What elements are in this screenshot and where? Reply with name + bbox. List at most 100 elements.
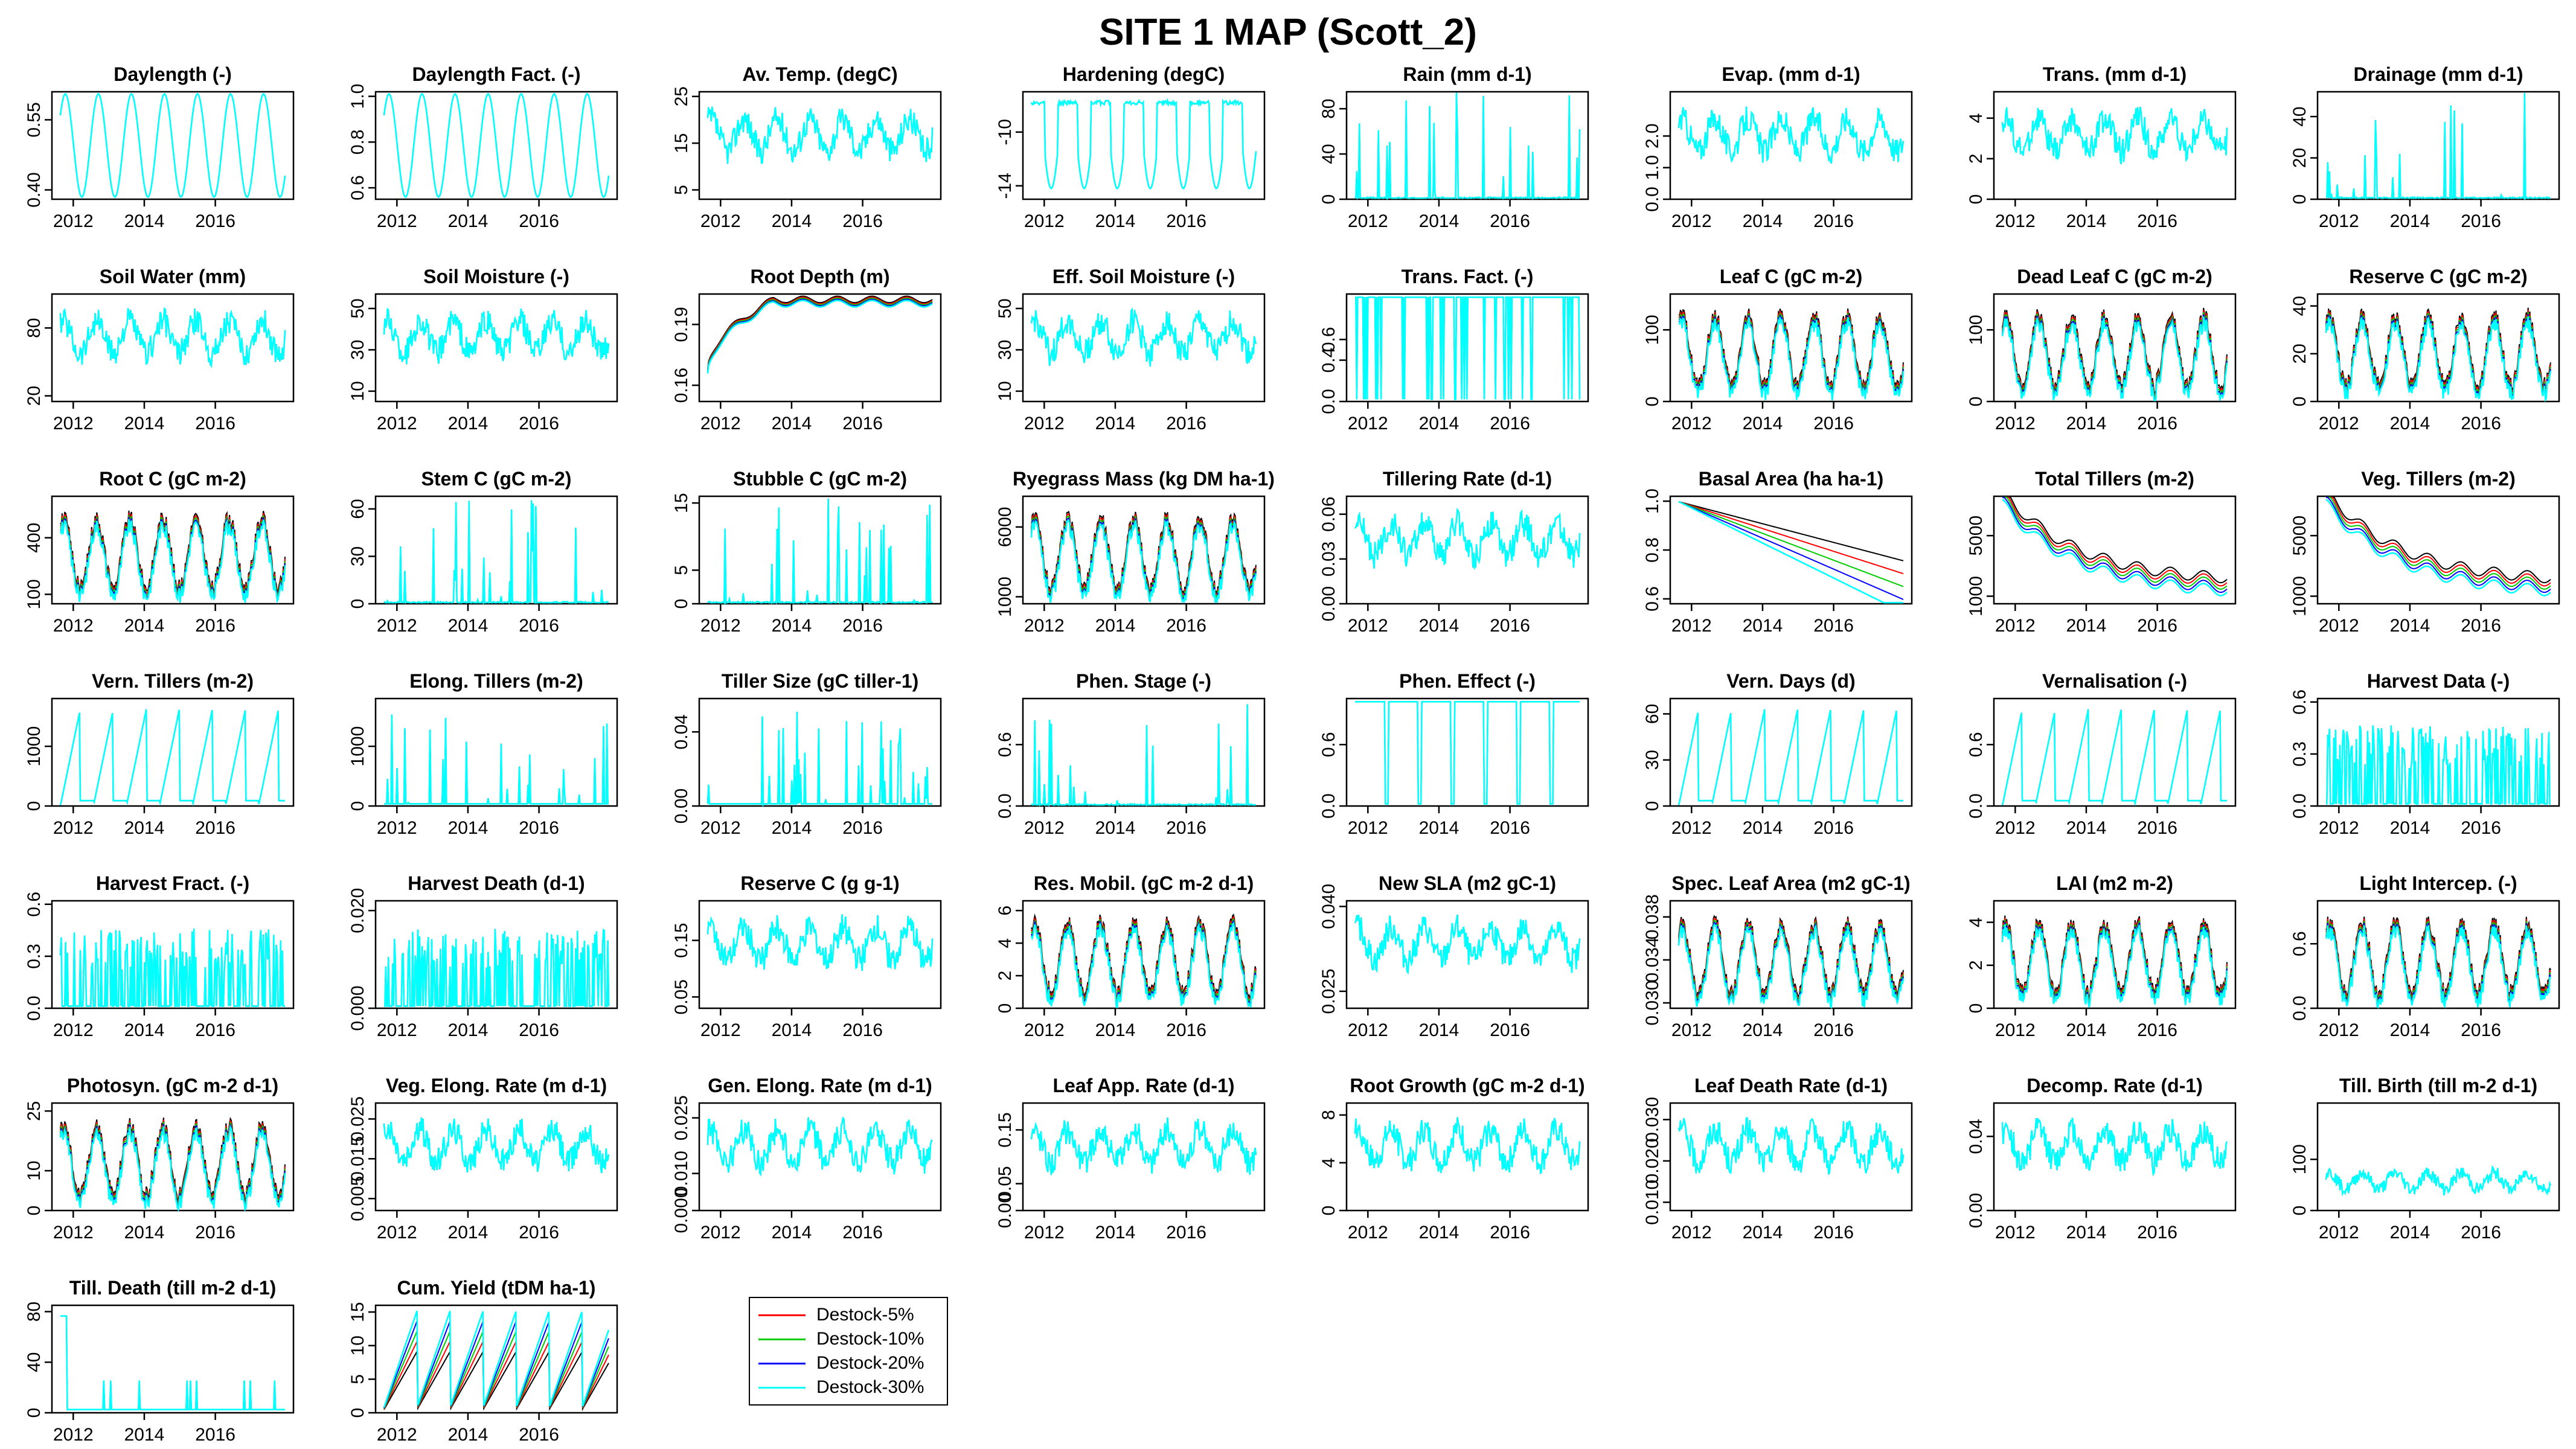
plot-frame bbox=[1993, 495, 2237, 605]
subplot: Tiller Size (gC tiller-1) 2012 2014 2016 0.0… bbox=[671, 670, 942, 838]
plot-frame bbox=[374, 1304, 618, 1414]
y-tick-label: 0.3 bbox=[24, 944, 44, 969]
series-line bbox=[2002, 709, 2227, 806]
x-tick-label: 2016 bbox=[1166, 818, 1206, 838]
series-line bbox=[706, 299, 933, 374]
series-line bbox=[1678, 501, 1903, 604]
subplot: Stubble C (gC m-2) 2012 2014 2016 0 5 15 bbox=[671, 468, 942, 636]
series-line bbox=[2002, 709, 2227, 806]
subplot: Tillering Rate (d-1) 2012 2014 2016 0.00 0.03… bbox=[1319, 468, 1589, 636]
y-tick-label: 40 bbox=[2290, 296, 2310, 316]
y-tick-label: 0.04 bbox=[1966, 1119, 1986, 1154]
subplot: Root Depth (m) 2012 2014 2016 0.16 0.19 bbox=[671, 266, 942, 433]
plot-frame bbox=[374, 293, 618, 403]
subplot: Reserve C (gC m-2) 2012 2014 2016 0 20 40 bbox=[2290, 266, 2560, 433]
legend: Destock-5% Destock-10% Destock-20% Desto… bbox=[749, 1297, 948, 1406]
subplot: Stem C (gC m-2) 2012 2014 2016 0 30 60 bbox=[348, 468, 618, 636]
x-tick-label: 2014 bbox=[2066, 818, 2107, 838]
x-tick-label: 2012 bbox=[1995, 1020, 2036, 1040]
subplot-title: Leaf C (gC m-2) bbox=[1720, 266, 1862, 287]
x-tick-label: 2016 bbox=[195, 818, 235, 838]
series-line bbox=[706, 914, 934, 971]
y-tick-label: 5000 bbox=[1966, 516, 1986, 556]
y-tick-label: 0.40 bbox=[24, 172, 44, 207]
x-tick-label: 2012 bbox=[1995, 1223, 2036, 1243]
series-line bbox=[383, 307, 610, 365]
x-tick-label: 2016 bbox=[1813, 818, 1854, 838]
y-tick-label: 0 bbox=[995, 1003, 1015, 1014]
x-tick-label: 2014 bbox=[1095, 818, 1136, 838]
series-line bbox=[707, 499, 933, 605]
legend-label: Destock-10% bbox=[816, 1329, 924, 1349]
x-tick-label: 2014 bbox=[1419, 211, 1459, 231]
series-line bbox=[2325, 924, 2552, 1009]
subplot-title: Harvest Death (d-1) bbox=[408, 872, 585, 894]
y-tick-label: 20 bbox=[2290, 148, 2310, 168]
series-line bbox=[383, 500, 609, 605]
series-line bbox=[1030, 97, 1257, 190]
series-line bbox=[1030, 1118, 1257, 1176]
y-tick-label: 0.3 bbox=[2290, 741, 2310, 767]
x-tick-label: 2016 bbox=[842, 1223, 883, 1243]
y-tick-label: 30 bbox=[348, 546, 368, 566]
x-tick-label: 2014 bbox=[1095, 1020, 1136, 1040]
x-tick-label: 2014 bbox=[1743, 818, 1783, 838]
subplot: Hardening (degC) 2012 2014 2016 -14 -10 bbox=[995, 63, 1266, 231]
x-tick-label: 2012 bbox=[700, 616, 741, 636]
legend-item: Destock-30% bbox=[750, 1375, 947, 1399]
plot-frame bbox=[1993, 1102, 2237, 1212]
x-tick-label: 2014 bbox=[124, 616, 165, 636]
x-tick-label: 2014 bbox=[772, 414, 812, 433]
subplot: Harvest Fract. (-) 2012 2014 2016 0.0 0.3 0.6 bbox=[24, 872, 295, 1040]
y-tick-label: 0.00 bbox=[1319, 586, 1339, 621]
subplot-title: Av. Temp. (degC) bbox=[742, 63, 897, 85]
x-tick-label: 2014 bbox=[1743, 616, 1783, 636]
y-tick-label: 0 bbox=[1642, 801, 1662, 811]
series-line bbox=[1354, 915, 1581, 975]
series-line bbox=[60, 510, 286, 595]
series-line bbox=[1678, 709, 1903, 806]
series-line bbox=[383, 1117, 610, 1173]
x-tick-label: 2014 bbox=[772, 1020, 812, 1040]
y-tick-label: 0.025 bbox=[348, 1096, 368, 1142]
x-tick-label: 2016 bbox=[1813, 1020, 1854, 1040]
x-tick-label: 2016 bbox=[195, 211, 235, 231]
x-tick-label: 2016 bbox=[842, 818, 883, 838]
subplot-title: Cum. Yield (tDM ha-1) bbox=[397, 1277, 596, 1299]
series-line bbox=[1354, 507, 1581, 570]
y-tick-label: 0.6 bbox=[995, 732, 1015, 757]
y-tick-label: 0.038 bbox=[1642, 894, 1662, 939]
y-tick-label: 0.00 bbox=[671, 788, 691, 824]
y-tick-label: 80 bbox=[1319, 98, 1339, 118]
plot-frame bbox=[374, 91, 618, 200]
x-tick-label: 2016 bbox=[519, 414, 559, 433]
subplot: Harvest Data (-) 2012 2014 2016 0.0 0.3 0.6 bbox=[2290, 670, 2560, 838]
subplot: Leaf C (gC m-2) 2012 2014 2016 0 100 bbox=[1642, 266, 1913, 433]
series-line bbox=[2326, 496, 2551, 593]
y-tick-label: 0 bbox=[348, 801, 368, 811]
y-tick-label: 0 bbox=[1966, 194, 1986, 205]
y-tick-label: 0 bbox=[2290, 397, 2310, 407]
y-tick-label: 30 bbox=[995, 340, 1015, 360]
subplot-title: Harvest Fract. (-) bbox=[96, 872, 249, 894]
subplot: Vern. Days (d) 2012 2014 2016 0 30 60 bbox=[1642, 670, 1913, 838]
y-tick-label: 0 bbox=[348, 1408, 368, 1418]
y-tick-label: 0.05 bbox=[671, 979, 691, 1014]
plot-frame bbox=[51, 900, 295, 1009]
x-tick-label: 2014 bbox=[2390, 616, 2430, 636]
subplot: Till. Birth (till m-2 d-1) 2012 2014 2016 0 1… bbox=[2290, 1075, 2560, 1243]
x-tick-label: 2012 bbox=[2319, 1020, 2359, 1040]
series-line bbox=[1354, 1117, 1581, 1174]
x-tick-label: 2012 bbox=[1348, 1223, 1388, 1243]
plot-frame bbox=[1669, 1102, 1913, 1212]
subplot-title: Vern. Tillers (m-2) bbox=[92, 670, 254, 692]
plot-frame bbox=[1345, 495, 1589, 605]
x-tick-label: 2016 bbox=[1166, 1020, 1206, 1040]
subplot-title: Total Tillers (m-2) bbox=[2035, 468, 2194, 490]
subplot: Soil Moisture (-) 2012 2014 2016 10 30 50 bbox=[348, 266, 618, 433]
x-tick-label: 2016 bbox=[1490, 1020, 1530, 1040]
series-line bbox=[2002, 496, 2228, 590]
series-line bbox=[2002, 709, 2227, 806]
subplot: Total Tillers (m-2) 2012 2014 2016 1000 5000 bbox=[1966, 468, 2237, 636]
subplot: Harvest Death (d-1) 2012 2014 2016 0.000 0.02… bbox=[348, 872, 618, 1040]
